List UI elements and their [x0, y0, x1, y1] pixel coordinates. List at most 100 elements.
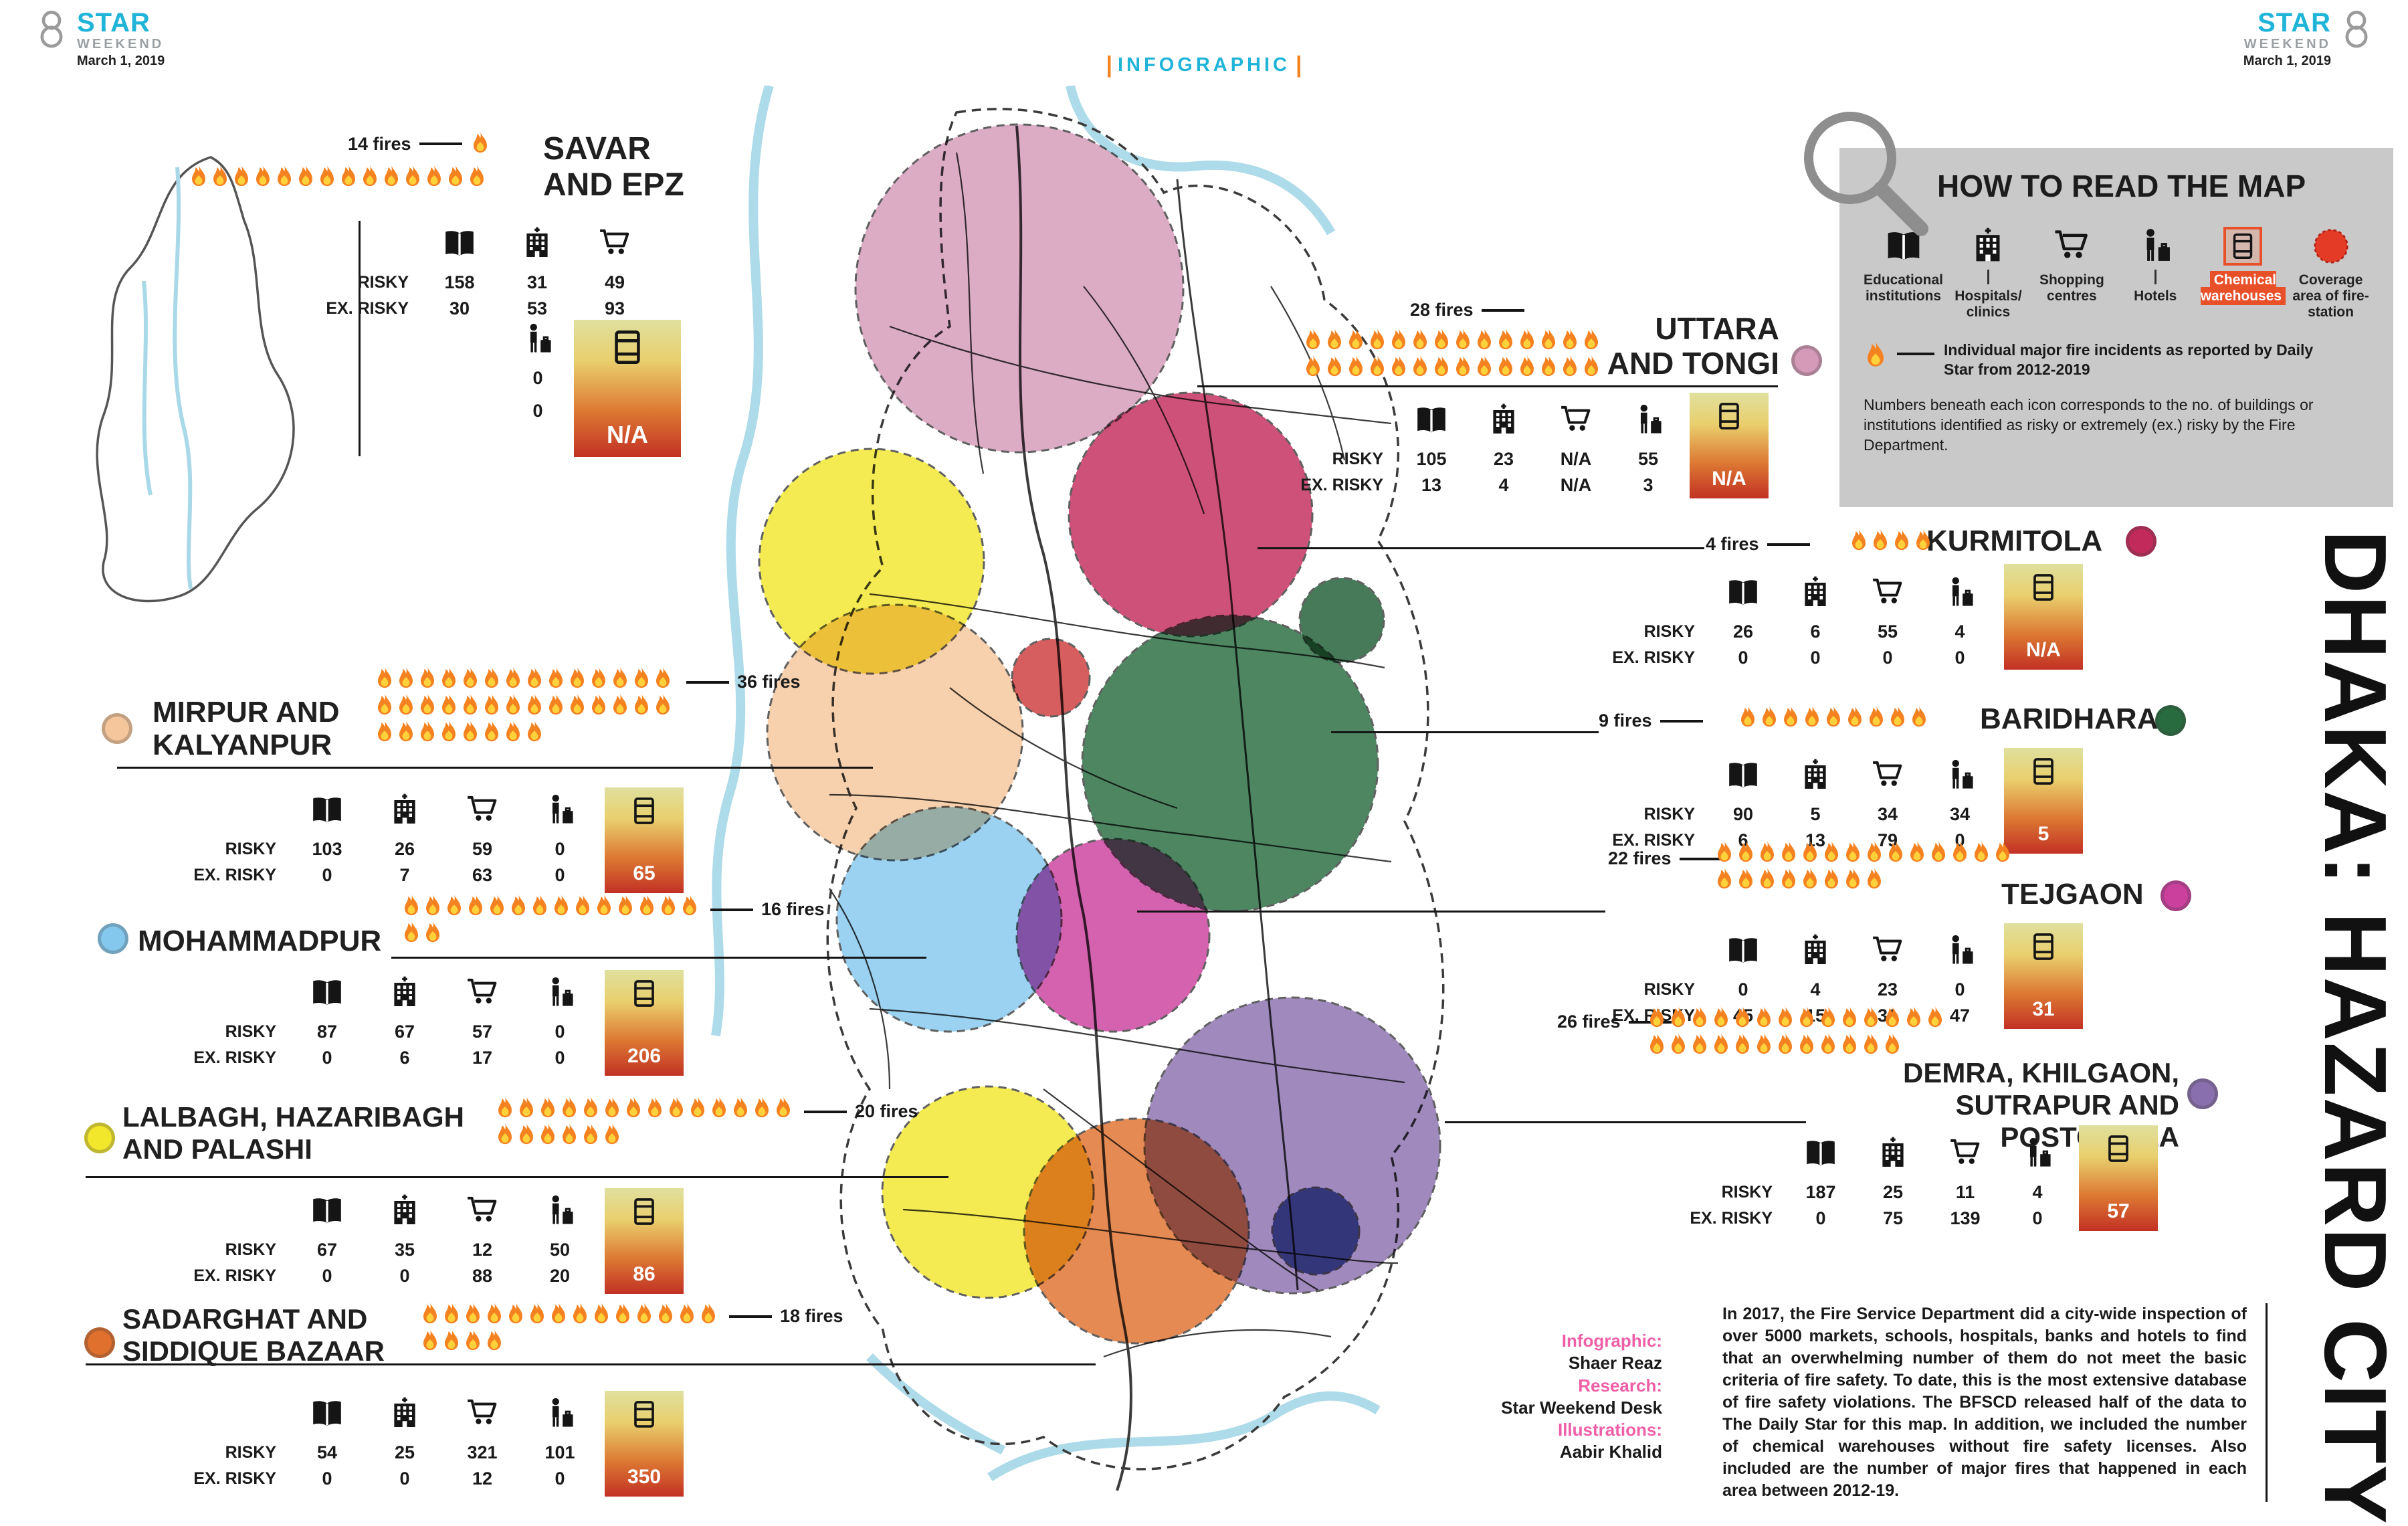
risky-value: N/A — [1560, 448, 1592, 469]
credit-name: Aabir Khalid — [1559, 1442, 1662, 1462]
ex-risky-value: 0 — [1882, 647, 1893, 668]
area-dot-baridhara — [2155, 705, 2186, 736]
legend-tick — [2154, 270, 2156, 284]
fires-dash — [1767, 543, 1810, 546]
fires-dash — [1679, 857, 1722, 860]
fire-icon — [516, 1096, 536, 1121]
chem-warehouse-box-demra: 57 — [2079, 1125, 2158, 1231]
ex-risky-value: 0 — [1738, 647, 1748, 668]
risky-value: 101 — [544, 1442, 575, 1462]
ex-risky-value: 139 — [1950, 1208, 1981, 1228]
legend-label: Coverage area of fire-station — [2292, 272, 2369, 320]
page-title: DHAKA: HAZARD CITY — [2306, 530, 2405, 1525]
chem-value: N/A — [1712, 468, 1746, 490]
fire-icon — [1303, 328, 1323, 353]
fire-icon — [1864, 867, 1884, 892]
fire-icon — [484, 1302, 504, 1327]
chem-value: 350 — [627, 1466, 662, 1488]
hotel-icon — [543, 976, 577, 1013]
ex-risky-value: 0 — [532, 401, 543, 421]
area-dot-kurmitola — [2126, 526, 2156, 557]
risky-value: 59 — [472, 838, 493, 859]
book-icon — [310, 1194, 344, 1231]
fire-icon — [1757, 840, 1777, 866]
ex-risky-value: 7 — [399, 864, 410, 885]
ex-risky-value: 0 — [2032, 1208, 2043, 1228]
fire-icon — [1888, 705, 1908, 731]
credit-name: Shaer Reaz — [1568, 1353, 1662, 1373]
fire-icon — [688, 1096, 708, 1121]
risky-label: RISKY — [1643, 804, 1695, 824]
risky-value: 0 — [1954, 979, 1965, 999]
fire-icon — [1367, 355, 1387, 380]
star-weekend-logo-right: STAR WEEKEND March 1, 2019 — [2243, 9, 2371, 70]
ex-risky-value: 6 — [399, 1047, 410, 1068]
hospital-icon — [1799, 576, 1832, 613]
connector-line-baridhara — [1331, 731, 1599, 733]
fire-icon — [1861, 1006, 1881, 1031]
connector-line-demra — [1445, 1121, 1806, 1123]
tag-bar: | — [1106, 52, 1112, 78]
fires-label-tejgaon: 22 fires — [1608, 848, 1722, 869]
area-name: DEMRA, KHILGAON, — [1903, 1057, 2179, 1088]
risky-value: 67 — [394, 1021, 415, 1042]
fire-icon — [375, 720, 395, 745]
fire-icon — [589, 666, 609, 692]
fire-icon — [730, 1096, 750, 1121]
fire-icon — [441, 1302, 462, 1327]
fire-icon — [548, 1302, 569, 1327]
fire-icon — [752, 1096, 772, 1121]
fire-icon — [1736, 867, 1756, 892]
fire-icon — [1886, 840, 1906, 866]
credit-label: Illustrations: — [1557, 1420, 1662, 1440]
fire-icon — [1474, 328, 1494, 353]
fires-count: 26 fires — [1557, 1012, 1621, 1032]
fire-icon — [1474, 355, 1494, 380]
area-title-baridhara: BARIDHARA — [1980, 702, 2158, 735]
hospital-icon — [1487, 403, 1520, 440]
ex-risky-label: EX. RISKY — [1612, 830, 1695, 850]
legend-fire-text: Individual major fire incidents as repor… — [1944, 341, 2314, 379]
connector-line-mirpur — [117, 767, 873, 769]
area-dot-uttara — [1791, 345, 1822, 376]
data-table-lalbagh: RISKY 67 35 12 50 EX. RISKY 0 0 88 20 — [188, 1188, 599, 1289]
star-logo-icon — [2342, 9, 2371, 48]
savar-rivers — [142, 167, 193, 589]
fire-icon — [1870, 529, 1890, 554]
fire-icon — [396, 720, 416, 745]
hotel-icon — [1943, 759, 1977, 795]
fire-icon — [375, 693, 395, 719]
fire-icon — [1971, 840, 1991, 866]
fires-rows-uttara — [1303, 328, 1605, 380]
fires-dash — [1481, 308, 1524, 312]
fire-icon — [1711, 1032, 1731, 1058]
risky-label: RISKY — [225, 1022, 276, 1041]
masthead-left: STAR WEEKEND March 1, 2019 — [77, 9, 165, 70]
brand-name: STAR — [77, 8, 150, 37]
fire-icon — [1453, 355, 1473, 380]
fire-icon — [1821, 840, 1841, 866]
credit-label: Infographic: — [1561, 1331, 1662, 1351]
chem-value: 65 — [633, 862, 656, 884]
fire-icon — [559, 1123, 579, 1148]
fire-icon — [1839, 1032, 1860, 1058]
area-title-savar: SAVAR AND EPZ — [543, 131, 684, 203]
tag-bar: | — [1296, 52, 1302, 78]
fire-icon — [1647, 1032, 1667, 1058]
fire-icon — [524, 693, 544, 719]
chem-value: 86 — [633, 1263, 656, 1285]
risky-value: 23 — [1493, 448, 1514, 469]
fires-label-uttara: 28 fires — [1410, 300, 1524, 320]
chemical-barrel-icon — [2028, 756, 2059, 787]
risky-value: 321 — [467, 1442, 498, 1462]
legend-label: Hotels — [2134, 288, 2177, 304]
legend-label: Hospitals/ clinics — [1954, 288, 2022, 320]
fires-dash — [710, 908, 753, 911]
savar-hotel-column: 0 0 — [500, 322, 575, 421]
fire-icon — [1581, 328, 1601, 353]
fire-icon — [1324, 328, 1344, 353]
legend-tick — [1987, 270, 1989, 284]
fire-icon — [396, 666, 416, 692]
ex-risky-label: EX. RISKY — [326, 298, 409, 318]
fire-icon — [1759, 705, 1779, 731]
